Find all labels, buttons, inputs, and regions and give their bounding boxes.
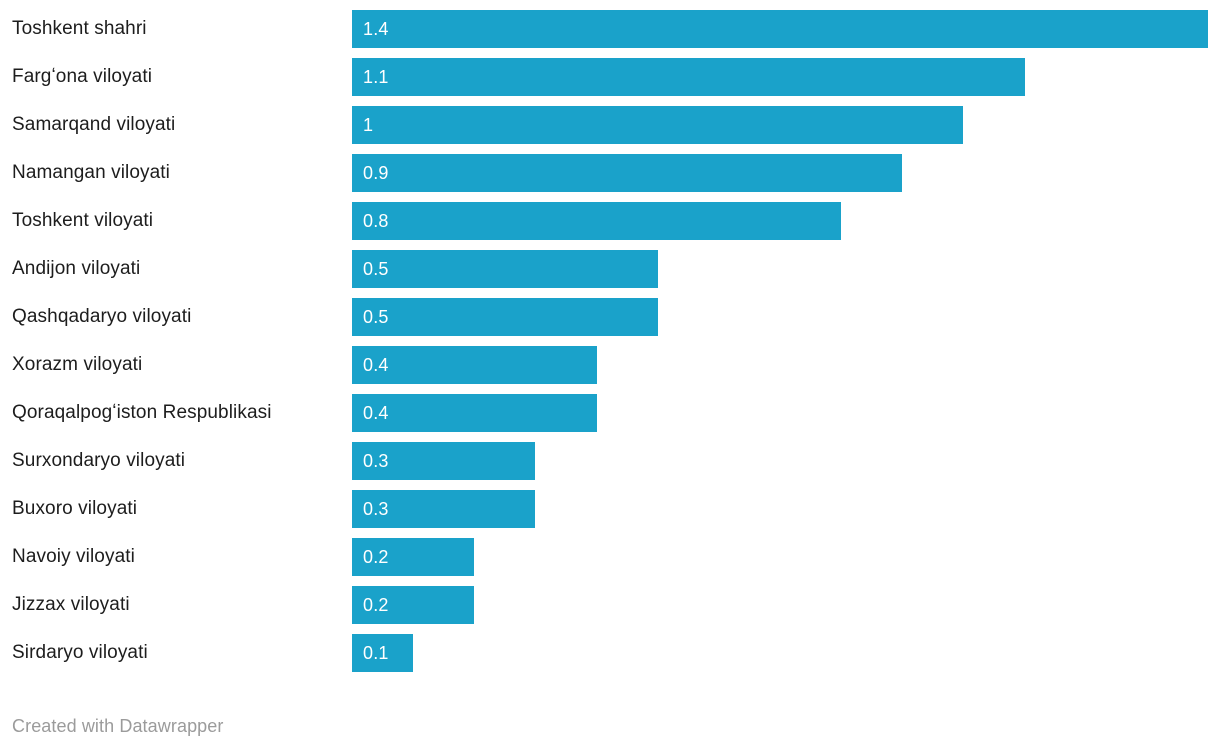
bar-area: 0.3: [352, 442, 1208, 480]
bar-value-label: 0.4: [363, 354, 389, 375]
bar: 0.2: [352, 538, 475, 576]
bar: 0.4: [352, 394, 597, 432]
bar-rows: Toshkent shahri 1.4 Fargʻona viloyati 1.…: [0, 5, 1220, 677]
bar: 0.1: [352, 634, 414, 672]
category-label: Sirdaryo viloyati: [12, 642, 148, 663]
bar-value-label: 0.4: [363, 402, 389, 423]
bar-row: Fargʻona viloyati 1.1: [0, 53, 1220, 101]
bar-value-label: 1: [363, 114, 374, 135]
bar-row: Qashqadaryo viloyati 0.5: [0, 293, 1220, 341]
bar-row: Navoiy viloyati 0.2: [0, 533, 1220, 581]
bar-area: 0.2: [352, 586, 1208, 624]
bar-value-label: 0.9: [363, 162, 389, 183]
bar-area: 0.4: [352, 346, 1208, 384]
category-label: Xorazm viloyati: [12, 354, 143, 375]
bar-row: Sirdaryo viloyati 0.1: [0, 629, 1220, 677]
bar-row: Namangan viloyati 0.9: [0, 149, 1220, 197]
bar: 1.1: [352, 58, 1025, 96]
bar-area: 0.8: [352, 202, 1208, 240]
bar-value-label: 0.3: [363, 498, 389, 519]
bar-value-label: 0.3: [363, 450, 389, 471]
bar-area: 0.5: [352, 250, 1208, 288]
category-label: Toshkent viloyati: [12, 210, 154, 231]
bar-area: 0.3: [352, 490, 1208, 528]
bar-row: Toshkent shahri 1.4: [0, 5, 1220, 53]
bar: 1.4: [352, 10, 1208, 48]
bar-value-label: 0.1: [363, 642, 389, 663]
bar-area: 1: [352, 106, 1208, 144]
category-label: Navoiy viloyati: [12, 546, 135, 567]
category-label: Namangan viloyati: [12, 162, 171, 183]
bar-row: Jizzax viloyati 0.2: [0, 581, 1220, 629]
bar-row: Xorazm viloyati 0.4: [0, 341, 1220, 389]
bar-row: Surxondaryo viloyati 0.3: [0, 437, 1220, 485]
category-label: Surxondaryo viloyati: [12, 450, 186, 471]
bar-area: 0.9: [352, 154, 1208, 192]
category-label: Jizzax viloyati: [12, 594, 130, 615]
category-label: Qashqadaryo viloyati: [12, 306, 192, 327]
bar: 0.8: [352, 202, 842, 240]
bar-row: Buxoro viloyati 0.3: [0, 485, 1220, 533]
bar-value-label: 0.8: [363, 210, 389, 231]
bar-value-label: 1.4: [363, 18, 389, 39]
bar-area: 1.4: [352, 10, 1208, 48]
category-label: Andijon viloyati: [12, 258, 141, 279]
category-label: Toshkent shahri: [12, 18, 147, 39]
bar: 1: [352, 106, 964, 144]
bar-row: Samarqand viloyati 1: [0, 101, 1220, 149]
bar-row: Toshkent viloyati 0.8: [0, 197, 1220, 245]
bar-area: 0.5: [352, 298, 1208, 336]
bar-area: 0.2: [352, 538, 1208, 576]
bar: 0.9: [352, 154, 903, 192]
category-label: Buxoro viloyati: [12, 498, 138, 519]
bar-row: Andijon viloyati 0.5: [0, 245, 1220, 293]
bar-value-label: 1.1: [363, 66, 389, 87]
bar: 0.5: [352, 250, 658, 288]
bar: 0.4: [352, 346, 597, 384]
bar-value-label: 0.5: [363, 258, 389, 279]
datawrapper-attribution-link[interactable]: Created with Datawrapper: [12, 716, 224, 736]
bar-area: 1.1: [352, 58, 1208, 96]
bar-area: 0.1: [352, 634, 1208, 672]
bar: 0.3: [352, 490, 536, 528]
bar: 0.5: [352, 298, 658, 336]
category-label: Samarqand viloyati: [12, 114, 176, 135]
bar-area: 0.4: [352, 394, 1208, 432]
bar: 0.2: [352, 586, 475, 624]
category-label: Fargʻona viloyati: [12, 66, 153, 87]
bar: 0.3: [352, 442, 536, 480]
bar-value-label: 0.2: [363, 546, 389, 567]
category-label: Qoraqalpogʻiston Respublikasi: [12, 402, 272, 423]
bar-value-label: 0.2: [363, 594, 389, 615]
bar-row: Qoraqalpogʻiston Respublikasi 0.4: [0, 389, 1220, 437]
bar-value-label: 0.5: [363, 306, 389, 327]
